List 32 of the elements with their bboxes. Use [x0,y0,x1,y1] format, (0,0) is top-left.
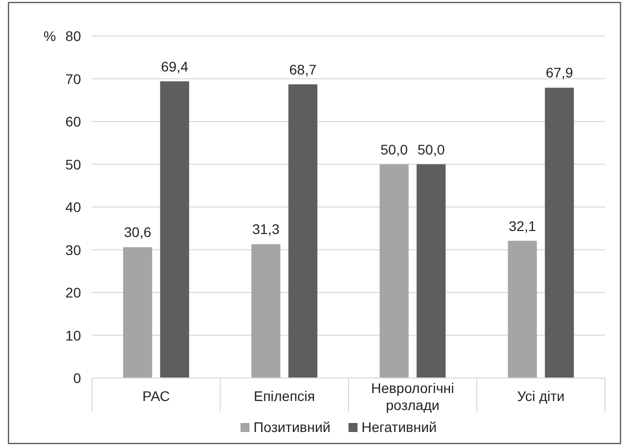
bar [508,240,537,378]
y-tick-label: 50 [65,156,82,172]
bar [288,84,318,378]
bar [416,164,446,378]
bar [380,164,409,378]
x-tick-label: РАС [142,388,170,404]
data-label: 67,9 [546,64,574,81]
y-tick-label: 80 [65,28,82,44]
x-tick-label: Епілепсія [254,388,316,404]
x-tick-label: Неврологічні розлади [371,380,454,413]
bar [544,88,574,378]
legend-label: Негативний [362,419,437,435]
x-tick-label: Усі діти [517,388,565,404]
bar [160,81,190,378]
data-label: 31,3 [252,221,280,238]
y-tick-label: 10 [65,327,82,344]
y-tick-label: 0 [73,370,82,386]
y-tick-label: 30 [65,242,82,258]
data-label: 69,4 [161,58,188,74]
legend-label: Позитивний [254,419,330,435]
y-tick-label: 70 [65,70,82,87]
data-label: 68,7 [289,61,317,78]
bar [251,244,280,378]
data-label: 50,0 [380,141,408,158]
y-tick-label: 40 [65,199,82,215]
bar [123,247,152,378]
y-axis-title: % [44,28,56,44]
y-tick-label: 20 [65,284,82,300]
data-label: 30,6 [124,224,152,240]
data-label: 32,1 [508,218,536,234]
y-tick-label: 60 [65,114,82,130]
data-label: 50,0 [418,141,445,158]
